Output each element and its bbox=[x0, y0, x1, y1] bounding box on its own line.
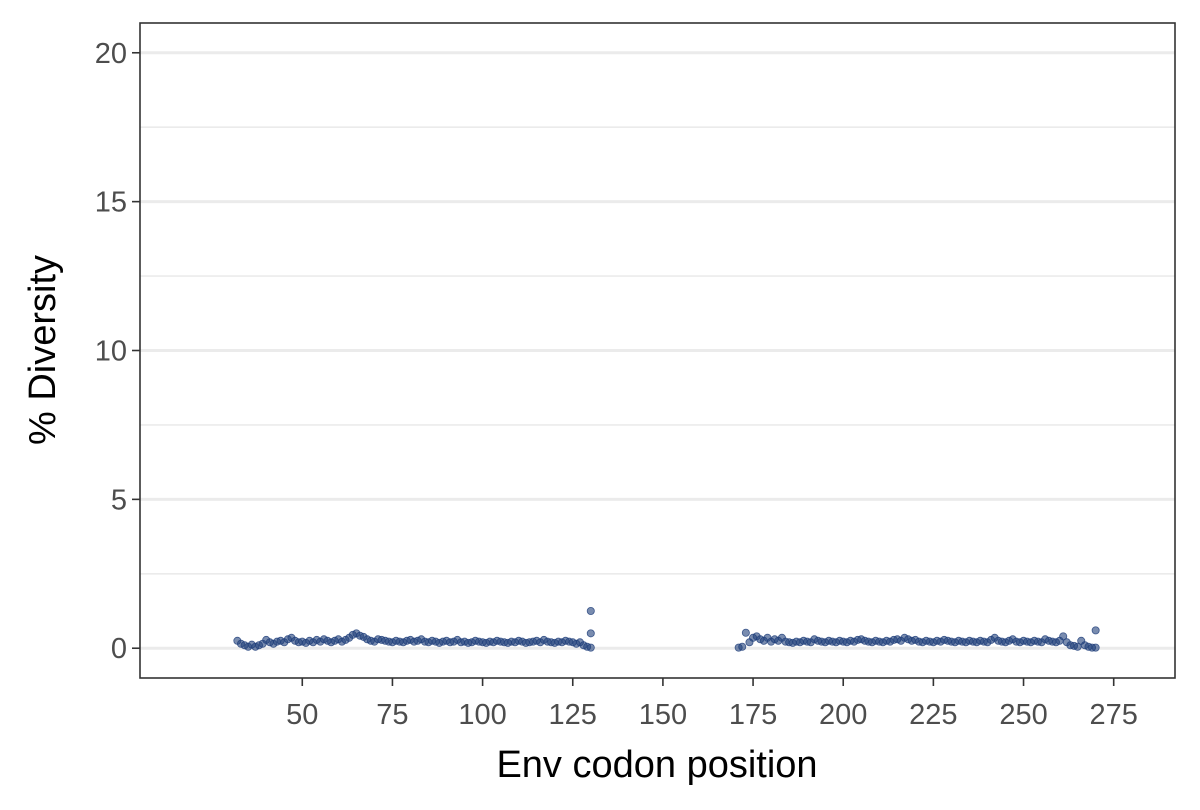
x-tick-label: 175 bbox=[729, 699, 777, 731]
x-tick-label: 75 bbox=[376, 699, 408, 731]
data-point bbox=[1091, 643, 1100, 652]
x-axis-title: Env codon position bbox=[496, 744, 817, 786]
data-points bbox=[233, 607, 1100, 652]
data-point bbox=[586, 643, 595, 652]
y-axis-title: % Diversity bbox=[22, 255, 64, 445]
y-tick-label: 5 bbox=[111, 484, 127, 516]
x-tick-label: 150 bbox=[639, 699, 687, 731]
grid-lines bbox=[140, 51, 1175, 650]
y-axis: 0 5 10 15 20 bbox=[95, 38, 140, 665]
x-tick-label: 275 bbox=[1089, 699, 1137, 731]
x-tick-label: 250 bbox=[999, 699, 1047, 731]
data-point bbox=[1091, 626, 1100, 635]
data-point bbox=[741, 628, 750, 637]
data-point bbox=[586, 607, 595, 616]
data-point bbox=[1059, 632, 1068, 641]
y-tick-label: 20 bbox=[95, 38, 127, 70]
x-tick-label: 50 bbox=[286, 699, 318, 731]
x-tick-label: 125 bbox=[549, 699, 597, 731]
x-tick-label: 100 bbox=[458, 699, 506, 731]
x-tick-label: 200 bbox=[819, 699, 867, 731]
y-tick-label: 10 bbox=[95, 336, 127, 368]
y-tick-label: 15 bbox=[95, 187, 127, 219]
x-axis: 50 75 100 125 150 175 200 225 250 275 bbox=[286, 678, 1138, 731]
y-tick-label: 0 bbox=[111, 633, 127, 665]
data-point bbox=[586, 629, 595, 638]
data-point bbox=[738, 642, 747, 651]
x-tick-label: 225 bbox=[909, 699, 957, 731]
